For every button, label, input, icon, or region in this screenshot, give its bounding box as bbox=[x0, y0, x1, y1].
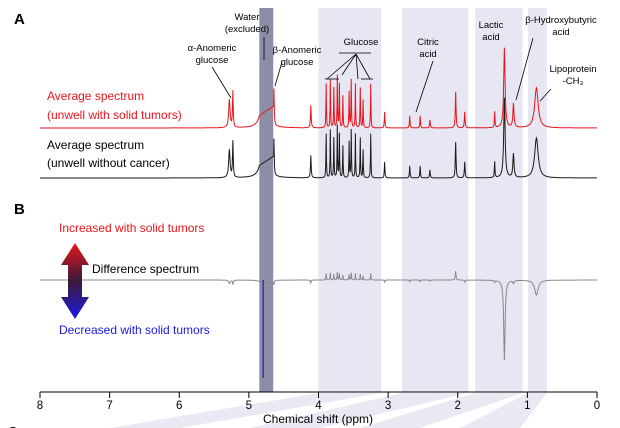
annotation-bhb-line1: β-Hydroxybutyric bbox=[525, 15, 597, 26]
x-tick-label-6: 6 bbox=[176, 400, 182, 412]
leader-citric bbox=[415, 60, 434, 113]
annotation-beta-line1: β-Anomeric bbox=[273, 45, 322, 56]
difference-spectrum bbox=[40, 270, 597, 361]
x-axis-ticks: 8 7 6 5 4 3 2 1 0 bbox=[37, 392, 600, 412]
fan-wedge-3 bbox=[360, 393, 523, 428]
x-tick-label-4: 4 bbox=[315, 400, 322, 412]
legend-black-line2: (unwell without cancer) bbox=[47, 156, 170, 170]
x-tick-label-3: 3 bbox=[385, 400, 391, 412]
annotation-beta-line2: glucose bbox=[281, 57, 314, 68]
leader-glucose-1 bbox=[326, 53, 357, 80]
annotation-beta-glucose: β-Anomeric glucose bbox=[273, 45, 322, 68]
panel-label-a: A bbox=[14, 11, 25, 28]
x-tick-label-0: 0 bbox=[594, 400, 600, 412]
annotation-lipoprotein: Lipoprotein -CH₃ bbox=[549, 64, 596, 87]
legend-decreased: Decreased with solid tumors bbox=[59, 323, 210, 337]
spectrum-unwell-solid-tumors bbox=[40, 47, 597, 129]
x-tick-label-2: 2 bbox=[455, 400, 461, 412]
annotation-bhb-line2: acid bbox=[552, 27, 569, 38]
legend-red-line1: Average spectrum bbox=[47, 89, 144, 103]
annotation-lactic-line2: acid bbox=[482, 32, 499, 43]
panel-label-c-partial: C bbox=[8, 424, 18, 428]
shaded-region-3 bbox=[475, 8, 523, 392]
x-tick-label-1: 1 bbox=[524, 400, 530, 412]
leader-beta bbox=[274, 61, 283, 87]
annotation-water-line2: (excluded) bbox=[225, 24, 269, 35]
shaded-regions bbox=[259, 8, 547, 392]
double-arrow-shape bbox=[61, 243, 89, 319]
annotation-leaders bbox=[211, 37, 552, 113]
annotation-beta-hydroxybutyric-acid: β-Hydroxybutyric acid bbox=[525, 15, 597, 38]
leader-glucose-3 bbox=[355, 53, 359, 80]
double-arrow bbox=[61, 243, 89, 319]
leader-lipo bbox=[539, 88, 552, 102]
annotation-water: Water (excluded) bbox=[225, 12, 269, 35]
shaded-region-5 bbox=[259, 8, 274, 392]
annotation-lipo-line1: Lipoprotein bbox=[549, 64, 596, 75]
leader-glucose-2 bbox=[341, 53, 357, 76]
x-axis-title: Chemical shift (ppm) bbox=[263, 412, 373, 426]
annotation-citric-line1: Citric bbox=[417, 37, 439, 48]
annotation-alpha-glucose: α-Anomeric glucose bbox=[188, 43, 237, 66]
fan-wedge-4 bbox=[460, 393, 547, 428]
x-tick-label-8: 8 bbox=[37, 400, 43, 412]
x-axis: 8 7 6 5 4 3 2 1 0 Chemical shift (ppm) bbox=[37, 391, 600, 426]
annotation-alpha-line1: α-Anomeric bbox=[188, 43, 237, 54]
fan-wedge-1 bbox=[110, 393, 382, 428]
legend-difference: Difference spectrum bbox=[92, 262, 199, 276]
legend-increased: Increased with solid tumors bbox=[59, 221, 204, 235]
leader-alpha bbox=[211, 66, 232, 99]
legend-red-line2: (unwell with solid tumors) bbox=[47, 108, 182, 122]
x-tick-label-5: 5 bbox=[246, 400, 252, 412]
annotation-citric-acid: Citric acid bbox=[417, 37, 439, 60]
spectra-lines bbox=[40, 47, 597, 378]
legend-black-line1: Average spectrum bbox=[47, 138, 144, 152]
fan-wedge-2 bbox=[250, 393, 469, 428]
annotation-water-line1: Water bbox=[235, 12, 260, 23]
shaded-region-1 bbox=[318, 8, 382, 392]
annotation-citric-line2: acid bbox=[419, 49, 436, 60]
panel-label-b: B bbox=[14, 201, 25, 218]
annotation-glucose: Glucose bbox=[344, 37, 379, 48]
x-tick-label-7: 7 bbox=[106, 400, 112, 412]
panel-c-connector-fan bbox=[110, 393, 547, 428]
shaded-region-2 bbox=[402, 8, 469, 392]
annotation-alpha-line2: glucose bbox=[196, 55, 229, 66]
leader-bhb bbox=[515, 37, 534, 101]
annotation-lactic-line1: Lactic bbox=[479, 20, 504, 31]
leader-glucose-4 bbox=[355, 53, 371, 80]
annotation-lipo-line2: -CH₃ bbox=[563, 76, 584, 87]
annotation-lactic-acid: Lactic acid bbox=[479, 20, 504, 43]
spectrum-unwell-without-cancer bbox=[40, 97, 597, 179]
shaded-region-4 bbox=[528, 8, 547, 392]
